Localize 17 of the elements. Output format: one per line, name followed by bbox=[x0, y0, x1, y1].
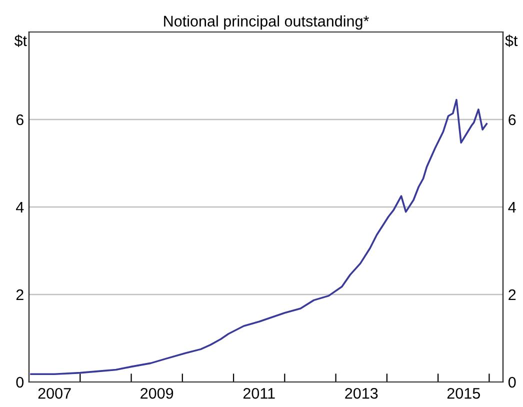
x-tick-label: 2009 bbox=[140, 388, 174, 399]
y-tick-label: 4 bbox=[16, 202, 24, 213]
y2-tick-label: 2 bbox=[508, 289, 516, 300]
y2-tick-label: 6 bbox=[508, 114, 516, 126]
y-tick-label: 6 bbox=[16, 114, 24, 126]
line-series bbox=[30, 98, 488, 376]
x-tick-label: 2013 bbox=[345, 388, 378, 399]
x-tick-label: 2011 bbox=[243, 388, 275, 399]
x-tick-label: 2015 bbox=[447, 388, 480, 399]
chart-title: Notional principal outstanding* bbox=[164, 15, 369, 30]
y-tick-label: 0 bbox=[16, 376, 24, 388]
y2-axis-title: $t bbox=[505, 34, 518, 48]
y-axis-title: $t bbox=[14, 34, 27, 48]
y-tick-label: 2 bbox=[16, 289, 24, 300]
y2-tick-label: 0 bbox=[508, 376, 516, 388]
y2-tick-label: 4 bbox=[508, 202, 516, 213]
x-tick-label: 2007 bbox=[38, 388, 71, 399]
